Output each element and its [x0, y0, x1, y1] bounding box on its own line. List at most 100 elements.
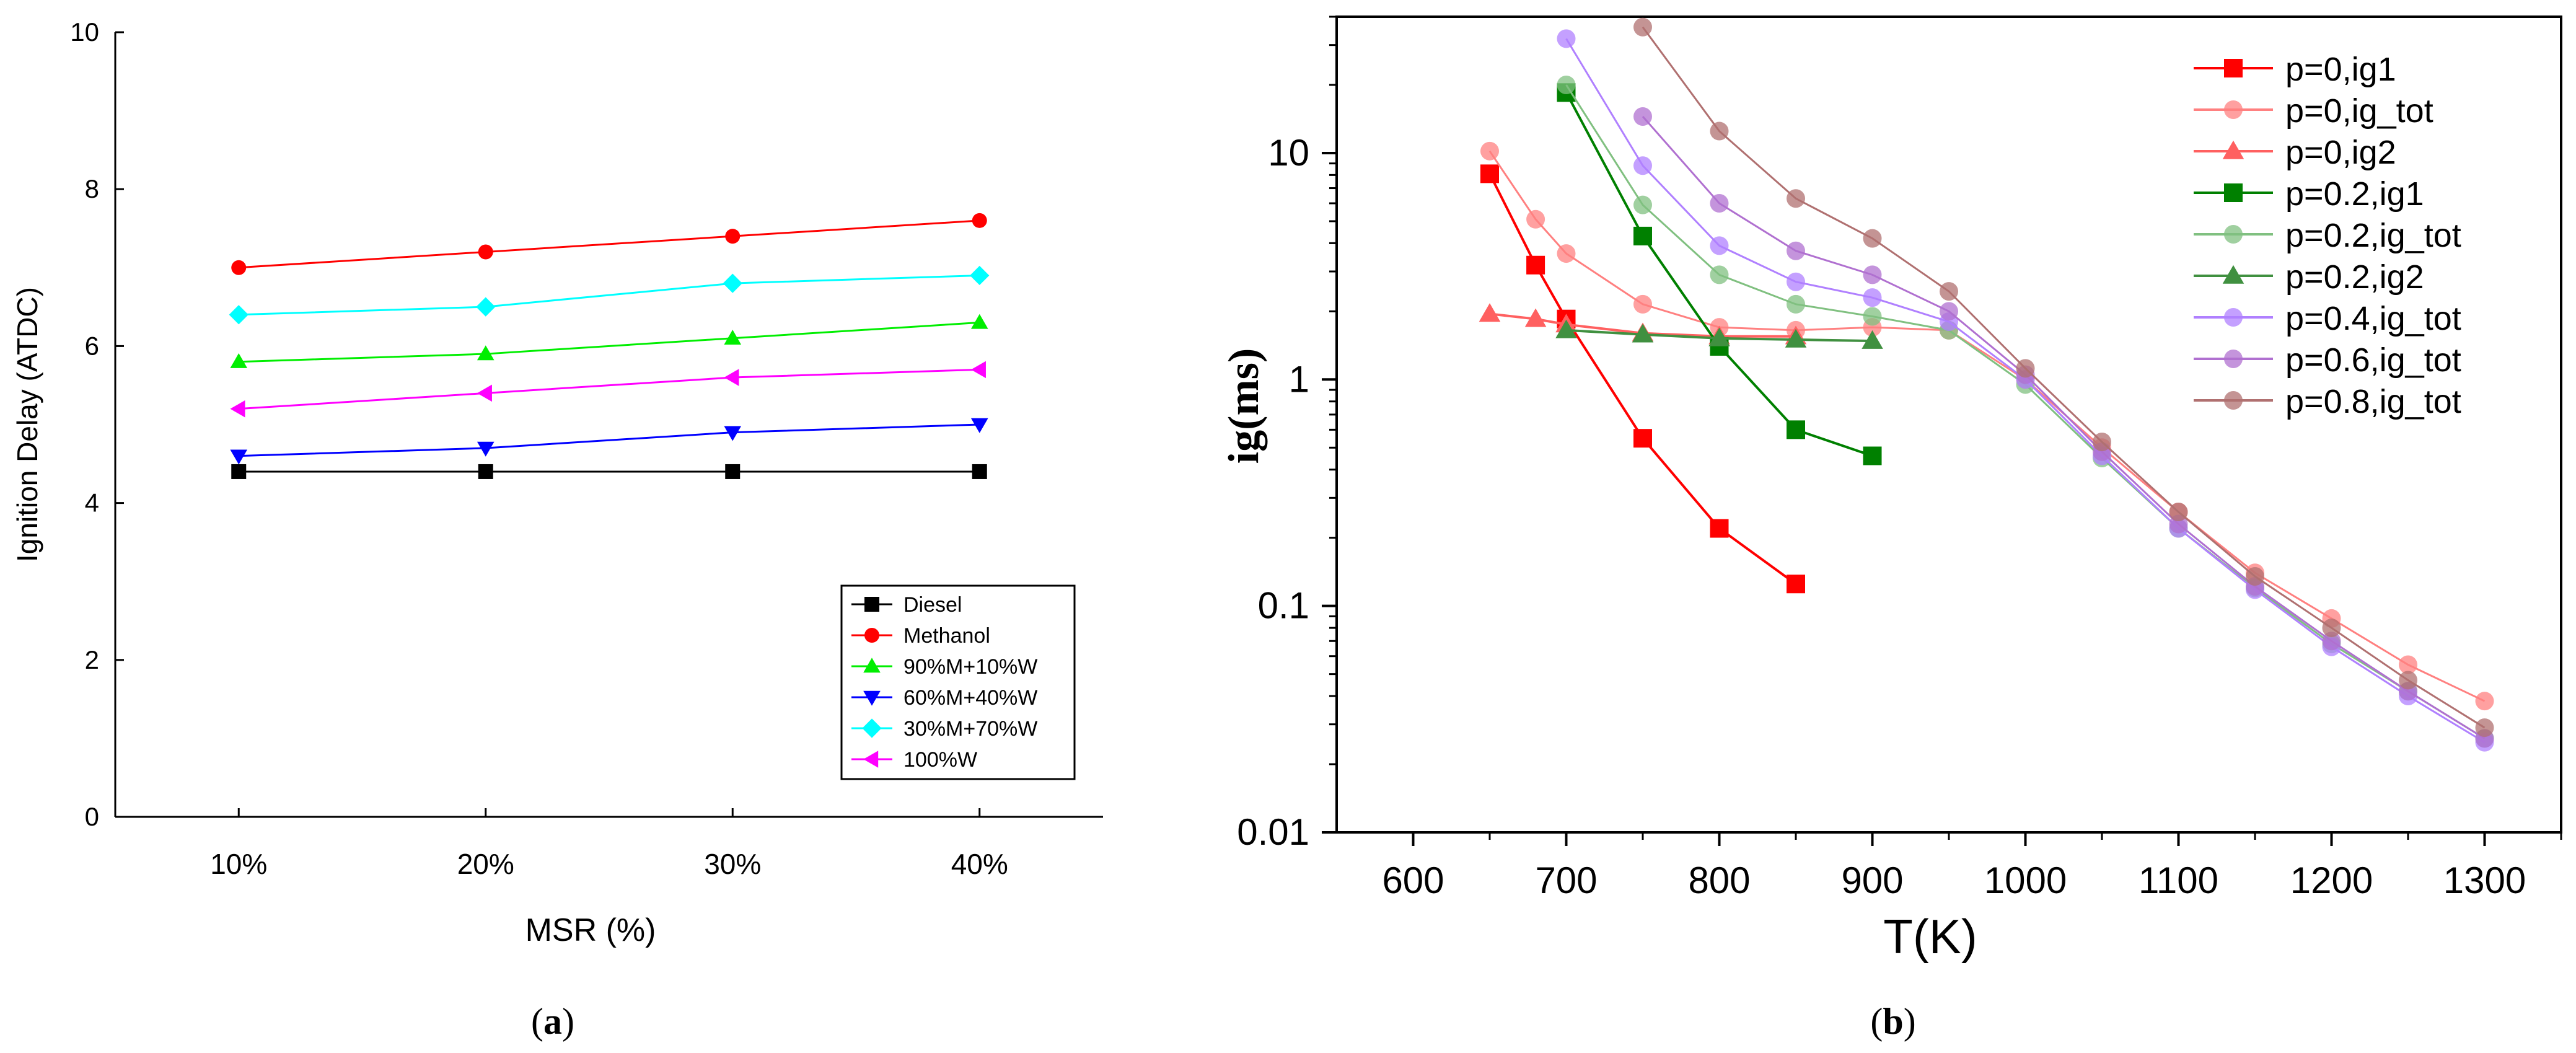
- chart-a-y-tick-label: 8: [85, 174, 99, 203]
- chart-b-legend-label: p=0,ig2: [2285, 134, 2396, 171]
- chart-b-series-p-0-8-ig-tot: [1633, 17, 2494, 738]
- chart-b-data-point: [1787, 241, 1805, 260]
- chart-b-data-point: [1526, 255, 1545, 275]
- chart-b-data-point: [1787, 294, 1805, 314]
- chart-b-data-point: [2322, 619, 2341, 638]
- chart-b-legend-label: p=0.6,ig_tot: [2285, 341, 2461, 379]
- chart-a-series-30-m-70-w: [229, 265, 990, 325]
- chart-a-legend-item: 90%M+10%W: [851, 655, 1037, 679]
- chart-b-data-point: [1863, 288, 1882, 307]
- chart-b-data-point: [2399, 655, 2417, 674]
- chart-b-data-point: [2016, 359, 2035, 378]
- chart-b-series-p-0-2-ig1: [1557, 83, 1882, 465]
- chart-b-data-point: [1863, 229, 1882, 248]
- chart-b-series-line: [1489, 312, 1796, 338]
- chart-b-x-tick-label: 600: [1382, 860, 1444, 901]
- chart-b-data-point: [1787, 575, 1805, 594]
- chart-b-data-point: [1633, 107, 1652, 126]
- chart-a-data-point: [477, 441, 495, 457]
- chart-a-legend-marker: [864, 628, 879, 643]
- chart-b-data-point: [1555, 319, 1577, 338]
- chart-a-data-point: [970, 265, 990, 286]
- chart-b-data-point: [1787, 272, 1805, 291]
- chart-b-data-point: [1524, 308, 1547, 327]
- chart-a-data-point: [476, 297, 496, 317]
- chart-b-x-tick-label: 1000: [1984, 860, 2067, 901]
- chart-b-y-tick-label: 0.1: [1258, 585, 1309, 627]
- chart-a-series-line: [239, 423, 980, 457]
- chart-b-x-tick-label: 900: [1841, 860, 1903, 901]
- chart-a-x-tick-label: 10%: [210, 848, 267, 880]
- chart-b-y-axis-title: ig(ms): [1220, 348, 1268, 464]
- chart-a-data-point: [477, 384, 492, 402]
- chart-b-data-point: [1863, 265, 1882, 284]
- chart-a-series-line: [239, 368, 980, 410]
- chart-a-y-tick-label: 2: [85, 645, 99, 674]
- chart-a-legend-item: 100%W: [851, 748, 977, 772]
- chart-b-data-point: [2399, 671, 2417, 690]
- chart-a-legend-box: [840, 584, 1076, 780]
- chart-b-legend: p=0,ig1 p=0,ig_tot p=0,ig2 p=0.2,ig1 p=0.2,i…: [2194, 51, 2461, 420]
- chart-b-x-tick-label: 1200: [2290, 860, 2373, 901]
- chart-b-series-p-0-ig1: [1480, 164, 1805, 594]
- chart-a-legend-label: 90%M+10%W: [903, 655, 1037, 679]
- chart-b-data-point: [1708, 327, 1730, 346]
- chart-a-data-point: [230, 353, 248, 368]
- chart-a-y-axis-title: Ignition Delay (ATDC): [11, 287, 43, 562]
- chart-b-data-point: [2169, 503, 2188, 522]
- chart-a-data-point: [724, 369, 739, 386]
- chart-b-data-point: [1633, 429, 1652, 448]
- chart-b-data-point: [1557, 75, 1576, 94]
- chart-b: 600 700 800 900 1000 1100 1200 1300 0.01 0.1 1 10 T(…: [1220, 15, 2562, 1042]
- chart-a-legend-item: Methanol: [851, 624, 990, 648]
- chart-a-legend-marker: [863, 658, 881, 673]
- chart-b-x-tick-label: 800: [1688, 860, 1750, 901]
- chart-b-data-point: [1632, 324, 1654, 343]
- chart-b-data-point: [1710, 519, 1729, 538]
- chart-b-data-point: [1480, 164, 1499, 183]
- chart-a-data-point: [725, 464, 741, 479]
- chart-a-panel-label: (a): [531, 1001, 574, 1042]
- chart-a-data-point: [970, 314, 988, 329]
- chart-a-legend-label: 100%W: [903, 748, 977, 772]
- chart-b-data-point: [1710, 194, 1729, 213]
- chart-a-series-100-w: [230, 361, 986, 418]
- chart-b-data-point: [1787, 189, 1805, 208]
- chart-a-x-tick-label: 20%: [457, 848, 514, 880]
- chart-a-data-point: [972, 213, 987, 228]
- chart-b-legend-marker: [2224, 59, 2243, 77]
- chart-a-data-point: [477, 345, 495, 361]
- chart-a-data-point: [478, 464, 493, 479]
- chart-a-legend-label: Diesel: [903, 593, 962, 617]
- chart-b-panel-label: (b): [1870, 1001, 1915, 1042]
- chart-b-legend-marker: [2222, 140, 2244, 159]
- chart-b-data-point: [2322, 632, 2341, 651]
- chart-a-data-point: [231, 464, 247, 479]
- chart-a-series-methanol: [231, 213, 987, 275]
- chart-b-legend-marker: [2224, 183, 2243, 202]
- chart-a-data-point: [723, 273, 742, 293]
- chart-a-x-tick-label: 30%: [704, 848, 761, 880]
- chart-b-legend-item: p=0.2,ig2: [2194, 258, 2424, 296]
- chart-b-legend-label: p=0.2,ig_tot: [2285, 217, 2461, 254]
- chart-b-y-tick-label: 10: [1268, 132, 1309, 174]
- chart-a-data-point: [478, 244, 493, 260]
- chart-b-legend-label: p=0,ig_tot: [2285, 92, 2433, 130]
- chart-b-legend-label: p=0,ig1: [2285, 51, 2396, 88]
- chart-b-x-tick-label: 700: [1535, 860, 1597, 901]
- chart-a-legend: Diesel Methanol 90%M+10%W 60%M+40%W 30%M+70%…: [840, 584, 1076, 780]
- chart-b-x-tick-label: 1100: [2139, 860, 2218, 901]
- chart-b-legend-item: p=0.2,ig1: [2194, 175, 2424, 213]
- chart-b-legend-item: p=0.6,ig_tot: [2194, 341, 2461, 379]
- chart-b-data-point: [1557, 244, 1576, 263]
- chart-b-data-point: [1633, 195, 1652, 214]
- chart-b-data-point: [2475, 692, 2494, 711]
- chart-b-data-point: [1787, 420, 1805, 439]
- chart-a-y-tick-label: 6: [85, 331, 99, 360]
- chart-a-x-axis-title: MSR (%): [525, 912, 656, 948]
- chart-b-legend-label: p=0.2,ig1: [2285, 175, 2424, 213]
- chart-a-legend-item: Diesel: [851, 593, 962, 617]
- chart-b-series-line: [1642, 116, 2486, 739]
- chart-a-legend-marker: [864, 597, 879, 612]
- chart-b-y-tick-label: 0.01: [1237, 811, 1309, 853]
